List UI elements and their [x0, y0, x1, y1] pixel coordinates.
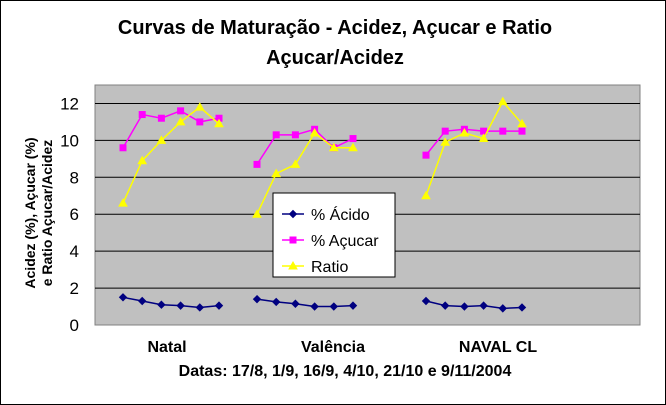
series-1-point-1-0	[253, 160, 261, 168]
category-label-naval-cl: NAVAL CL	[459, 339, 537, 356]
series-2-point-1-4	[328, 142, 339, 152]
series-2-point-0-5	[214, 118, 224, 128]
series-0-point-2-0	[421, 296, 431, 306]
series-1-point-1-1	[272, 131, 280, 139]
y-axis-label-line-2: e Ratio Açucar/Acidez	[39, 140, 55, 287]
legend-symbols	[282, 209, 304, 270]
series-2-point-2-2	[459, 127, 470, 137]
series-2-line-group-1	[256, 131, 353, 215]
y-axis-label: Acidez (%), Açucar (%) e Ratio Açucar/Ac…	[22, 137, 55, 288]
category-labels: Natal Valência NAVAL CL	[147, 339, 537, 356]
series-1-point-1-2	[291, 131, 299, 139]
series-2-point-0-2	[156, 135, 167, 144]
legend-label-ratio: Ratio	[311, 259, 348, 276]
y-tick-label-10: 10	[60, 131, 79, 150]
chart-title-line-1: Curvas de Maturação - Acidez, Açucar e R…	[118, 17, 552, 39]
series-0-point-0-3	[176, 301, 185, 310]
y-tick-label-12: 12	[60, 94, 79, 113]
series-0-point-2-3	[479, 301, 488, 310]
y-tick-labels: 0 2 4 6 8 10 12	[60, 94, 79, 335]
series-2-point-2-4	[497, 96, 508, 106]
series-2-point-1-5	[348, 142, 358, 152]
series-1-point-0-4	[196, 118, 204, 126]
series-2-point-2-3	[478, 133, 489, 143]
category-label-valencia: Valência	[301, 339, 365, 356]
series-2-point-0-4	[194, 102, 205, 111]
series-0-point-0-2	[157, 300, 166, 309]
series-1-point-2-5	[518, 127, 526, 135]
series-0-point-1-1	[271, 297, 281, 307]
series-1-point-0-2	[157, 114, 165, 122]
y-tick-label-8: 8	[70, 168, 79, 187]
series-2	[118, 96, 527, 218]
series-1-point-2-1	[441, 127, 449, 135]
series-1-point-0-3	[177, 107, 185, 115]
series-2-point-0-1	[137, 155, 148, 165]
series-0-point-1-3	[310, 302, 319, 311]
series-0-point-1-5	[348, 301, 358, 310]
series-2-point-1-2	[290, 159, 301, 168]
series-1-point-2-4	[499, 127, 507, 135]
series-0-point-0-1	[137, 296, 147, 306]
series-1-point-0-0	[119, 144, 127, 152]
series-0-point-0-0	[118, 293, 128, 302]
series-1	[119, 107, 526, 168]
gridlines	[95, 102, 640, 289]
legend-marker-1	[289, 236, 297, 244]
series-0-point-2-4	[498, 304, 508, 313]
series-1-point-1-5	[349, 135, 357, 143]
series-0-point-0-4	[195, 303, 205, 312]
series-2-point-0-0	[118, 198, 128, 207]
series-layer	[118, 96, 527, 313]
legend-label-acucar: % Açucar	[311, 233, 379, 250]
series-2-point-1-1	[271, 168, 282, 178]
series-0-point-1-2	[291, 299, 300, 308]
series-2-point-0-3	[175, 116, 186, 126]
legend-marker-2	[288, 260, 298, 270]
series-0-point-2-5	[517, 303, 527, 312]
legend-marker-0	[288, 209, 298, 219]
series-2-point-2-5	[517, 118, 527, 128]
y-tick-label-4: 4	[70, 242, 79, 261]
series-2-point-2-1	[440, 137, 451, 146]
legend: % Ácido % Açucar Ratio	[272, 192, 396, 278]
series-2-point-1-3	[309, 127, 320, 137]
y-tick-label-0: 0	[70, 316, 79, 335]
series-0-point-2-1	[440, 301, 450, 310]
series-0-point-1-4	[329, 302, 339, 311]
x-axis-label: Datas: 17/8, 1/9, 16/9, 4/10, 21/10 e 9/…	[179, 363, 512, 380]
series-2-point-2-0	[421, 190, 431, 200]
series-0	[118, 293, 527, 313]
legend-label-acido: % Ácido	[311, 205, 370, 224]
series-0-point-0-5	[214, 301, 224, 310]
y-axis-label-line-1: Acidez (%), Açucar (%)	[22, 137, 38, 288]
series-2-line-group-2	[425, 100, 523, 197]
chart-title-line-2: Açucar/Acidez	[266, 47, 404, 69]
y-tick-label-6: 6	[70, 205, 79, 224]
category-label-natal: Natal	[147, 339, 186, 356]
series-0-point-2-2	[460, 302, 469, 311]
series-1-point-0-1	[138, 111, 146, 119]
series-2-point-1-0	[252, 209, 262, 218]
series-1-point-2-0	[422, 151, 430, 159]
series-0-point-1-0	[252, 294, 262, 304]
y-tick-label-2: 2	[70, 279, 79, 298]
